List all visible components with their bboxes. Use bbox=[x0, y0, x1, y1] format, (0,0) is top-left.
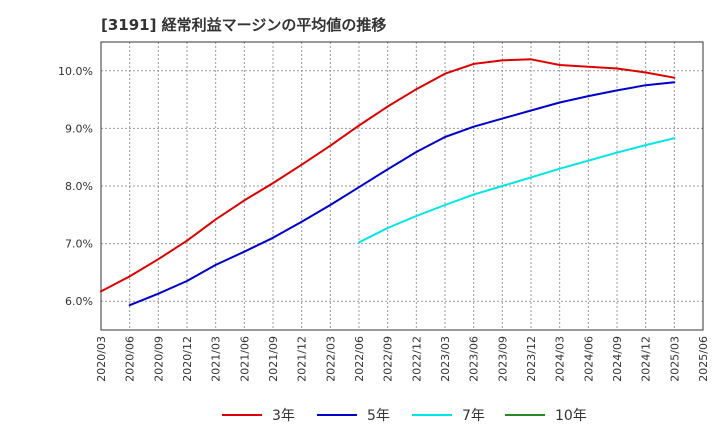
x-tick-label: 2022/12 bbox=[410, 336, 423, 382]
legend-swatch bbox=[505, 414, 545, 416]
legend-label: 5年 bbox=[367, 408, 390, 424]
series-line-3年 bbox=[100, 58, 676, 293]
y-tick-label: 6.0% bbox=[65, 295, 93, 308]
x-tick-label: 2023/09 bbox=[496, 336, 509, 382]
x-tick-label: 2022/03 bbox=[324, 336, 337, 382]
y-tick-label: 9.0% bbox=[65, 122, 93, 135]
chart-title: [3191] 経常利益マージンの平均値の推移 bbox=[101, 16, 387, 34]
legend-swatch bbox=[412, 414, 452, 416]
series-line-5年 bbox=[128, 81, 676, 307]
legend-label: 7年 bbox=[462, 408, 485, 424]
y-tick-label: 8.0% bbox=[65, 180, 93, 193]
legend: 3年 5年 7年 10年 bbox=[0, 402, 720, 428]
x-tick-label: 2025/03 bbox=[668, 336, 681, 382]
x-tick-label: 2020/12 bbox=[181, 336, 194, 382]
x-tick-label: 2021/09 bbox=[267, 336, 280, 382]
legend-label: 10年 bbox=[555, 408, 587, 424]
legend-swatch bbox=[222, 414, 262, 416]
x-tick-label: 2024/12 bbox=[640, 336, 653, 382]
x-tick-label: 2024/03 bbox=[554, 336, 567, 382]
x-tick-label: 2022/09 bbox=[382, 336, 395, 382]
x-tick-label: 2023/12 bbox=[525, 336, 538, 382]
legend-label: 3年 bbox=[272, 408, 295, 424]
legend-item: 10年 bbox=[505, 402, 587, 428]
x-tick-label: 2024/06 bbox=[582, 336, 595, 382]
y-tick-label: 10.0% bbox=[58, 65, 93, 78]
x-tick-label: 2020/06 bbox=[124, 336, 137, 382]
x-tick-label: 2020/03 bbox=[95, 336, 108, 382]
x-tick-label: 2021/03 bbox=[210, 336, 223, 382]
y-tick-label: 7.0% bbox=[65, 238, 93, 251]
legend-item: 3年 bbox=[222, 402, 295, 428]
legend-item: 7年 bbox=[412, 402, 485, 428]
plot-area: 6.0% 7.0% 8.0% 9.0% 10.0% 2020/03 2020/06 2020/… bbox=[58, 41, 710, 382]
x-tick-label: 2022/06 bbox=[353, 336, 366, 382]
series-line-7年 bbox=[358, 137, 676, 244]
x-tick-label: 2021/06 bbox=[238, 336, 251, 382]
legend-swatch bbox=[317, 414, 357, 416]
x-tick-label: 2020/09 bbox=[152, 336, 165, 382]
x-tick-label: 2025/06 bbox=[697, 336, 710, 382]
legend-item: 5年 bbox=[317, 402, 390, 428]
x-tick-label: 2024/09 bbox=[611, 336, 624, 382]
x-tick-label: 2023/06 bbox=[468, 336, 481, 382]
x-tick-label: 2023/03 bbox=[439, 336, 452, 382]
x-tick-label: 2021/12 bbox=[296, 336, 309, 382]
plot-frame bbox=[100, 41, 704, 331]
